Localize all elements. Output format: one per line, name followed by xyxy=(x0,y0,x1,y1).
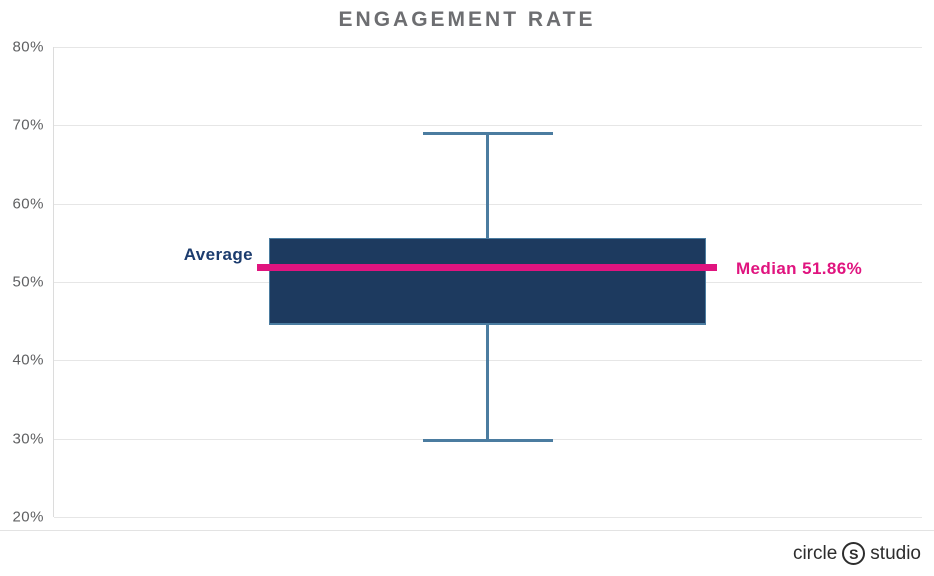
y-tick-label-50: 50% xyxy=(12,273,44,291)
whisker-bottom-cap xyxy=(423,439,553,443)
whisker-bottom-line xyxy=(486,325,489,441)
gridline-80 xyxy=(54,47,922,48)
average-label: Average xyxy=(183,244,253,264)
whisker-top-cap xyxy=(423,132,553,136)
median-line xyxy=(257,263,717,271)
median-label: Median 51.86% xyxy=(736,259,863,279)
gridline-20 xyxy=(54,517,922,518)
y-tick-label-70: 70% xyxy=(12,116,44,134)
gridline-70 xyxy=(54,125,922,127)
y-tick-label-30: 30% xyxy=(12,430,44,448)
brand-logo: circle S studio xyxy=(793,542,921,565)
y-tick-label-20: 20% xyxy=(12,508,44,526)
box xyxy=(269,238,706,326)
logo-word-studio: studio xyxy=(870,542,921,564)
chart-title: ENGAGEMENT RATE xyxy=(338,8,596,31)
y-tick-label-40: 40% xyxy=(12,351,44,369)
whisker-top-line xyxy=(486,133,489,239)
circle-s-logo-icon: S xyxy=(842,542,866,565)
plot-area: Average Median 51.86% 80% 70% 60% 50% 40% 30%… xyxy=(12,39,922,526)
y-tick-label-60: 60% xyxy=(12,195,44,213)
footer-divider xyxy=(0,530,934,531)
logo-word-circle: circle xyxy=(792,542,838,564)
y-tick-label-80: 80% xyxy=(12,38,44,56)
